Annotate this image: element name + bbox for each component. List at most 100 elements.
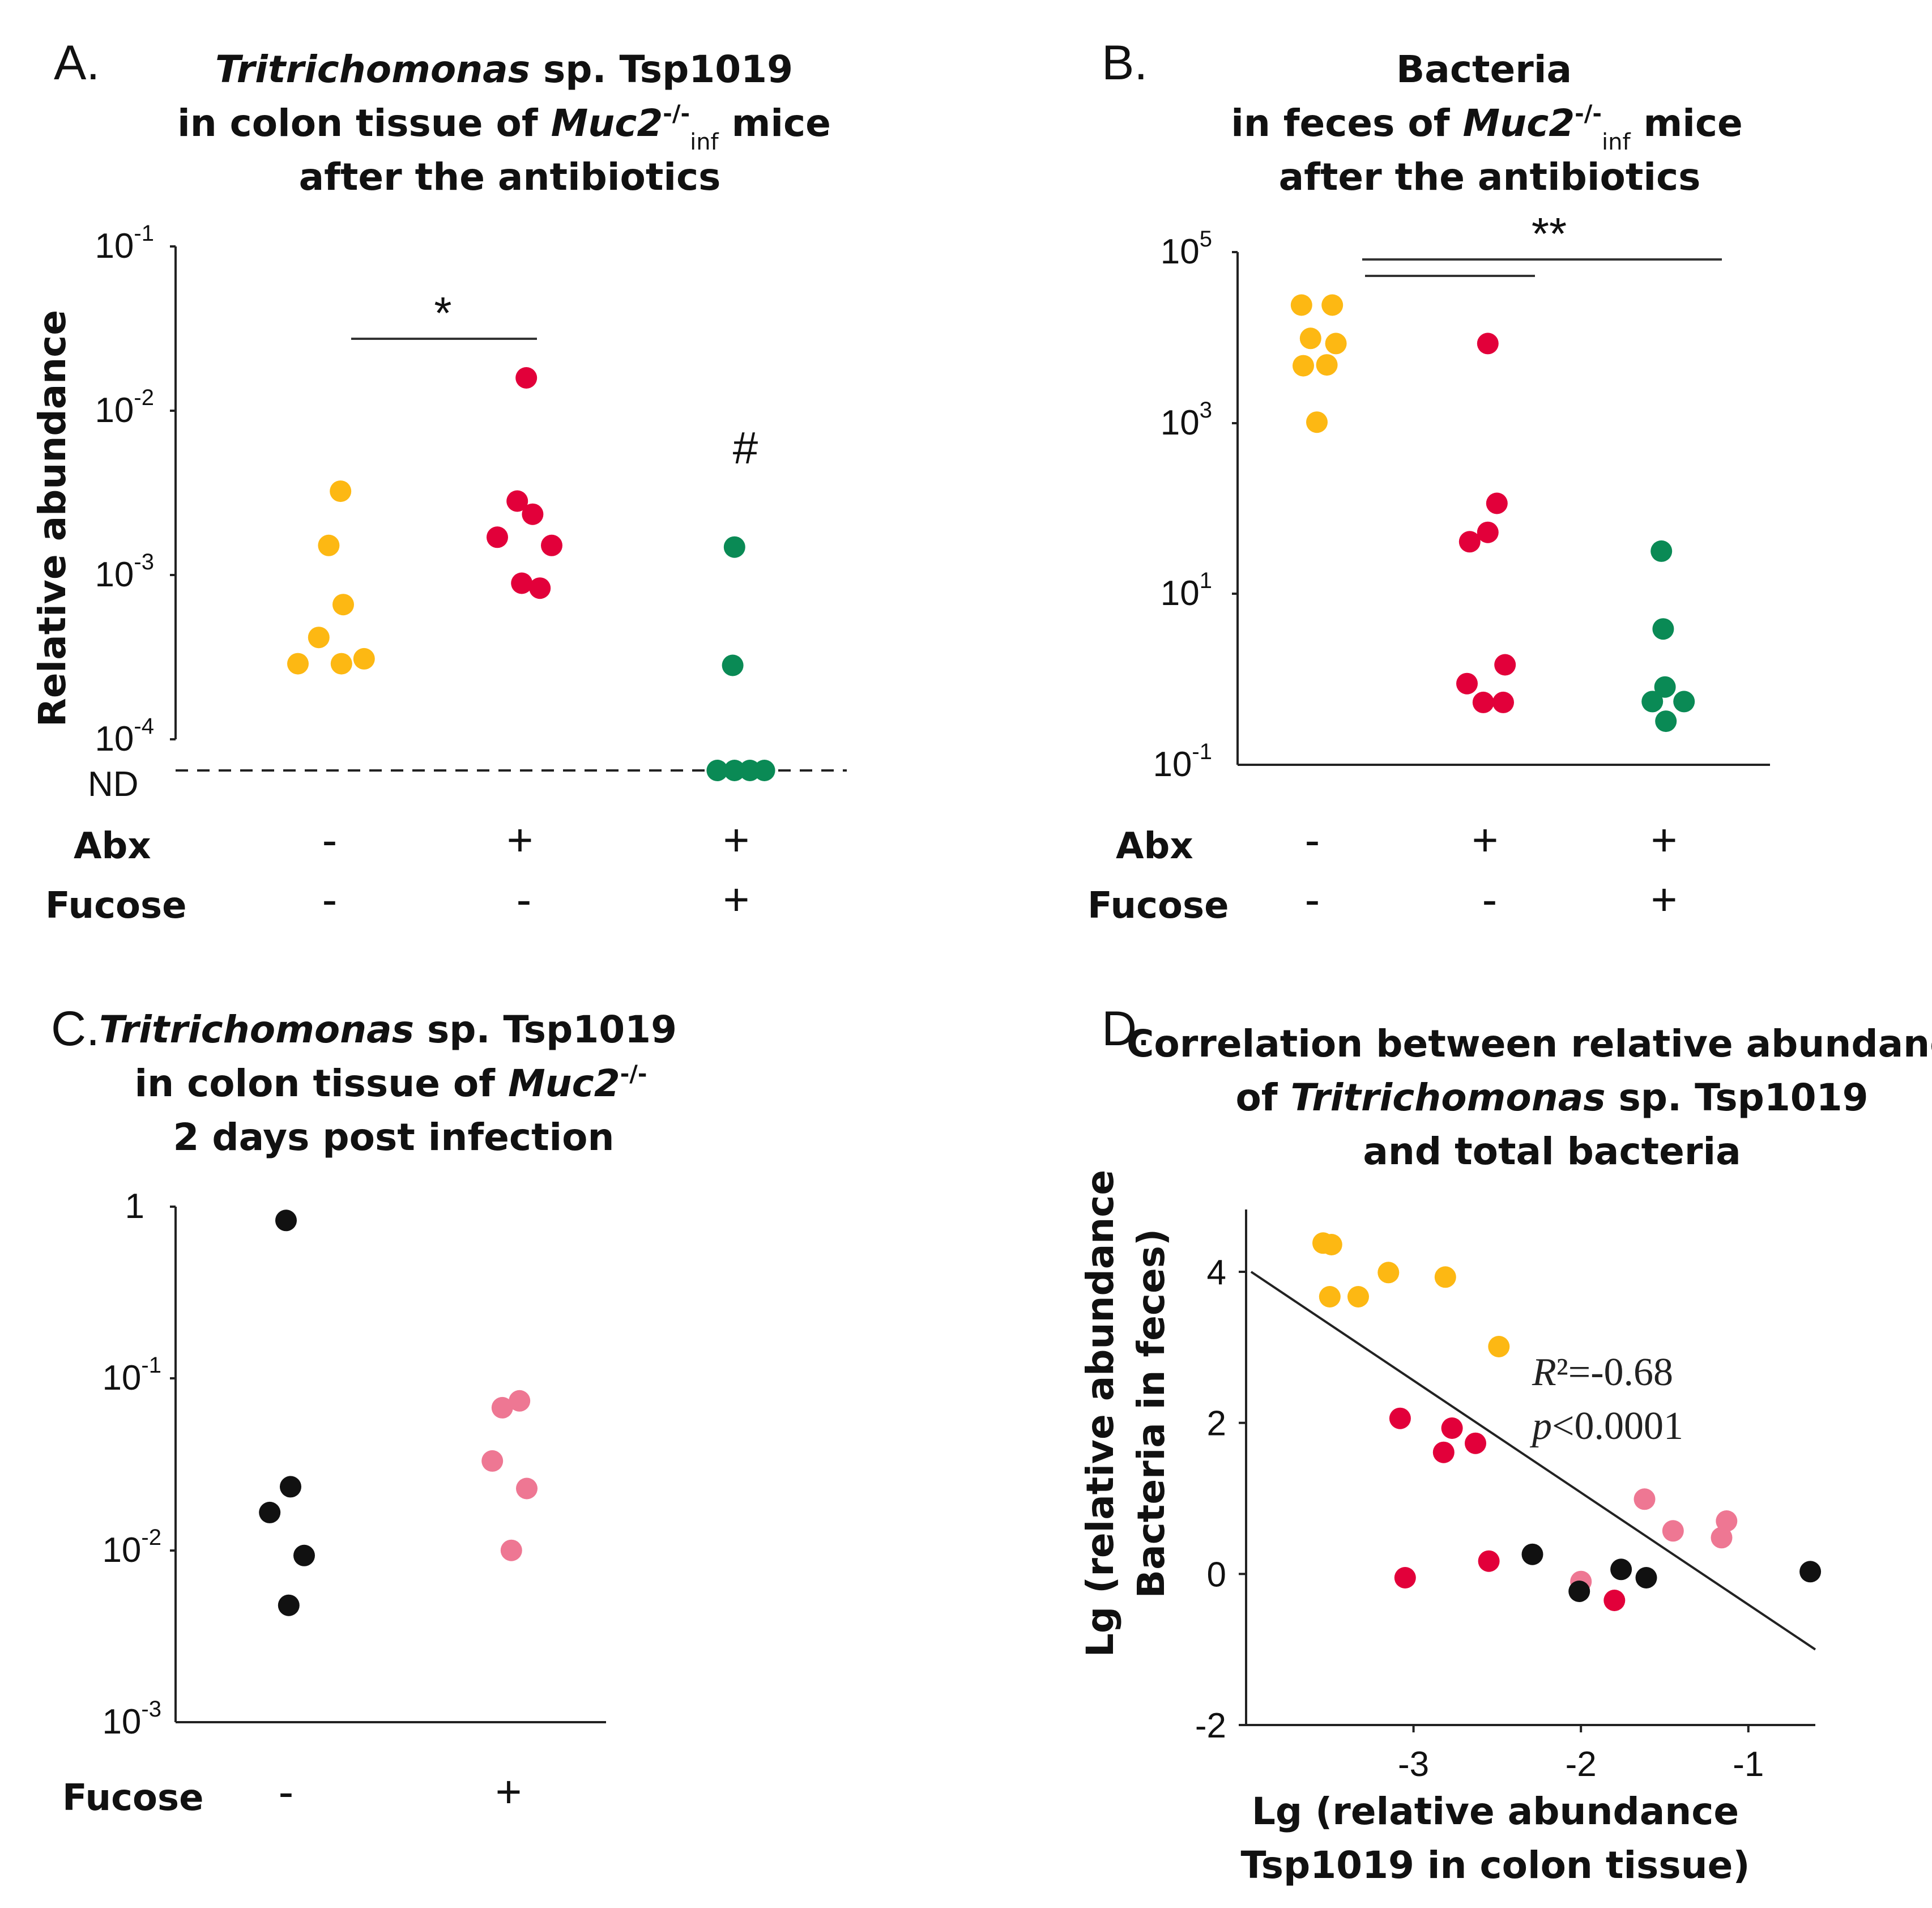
panel-a-data-point: [506, 490, 528, 512]
panel-a-data-point: [332, 594, 354, 616]
panel-d-y-axis-label-line-1: Lg (relative abundance: [1078, 1170, 1122, 1657]
panel-a-abx-sign: -: [322, 815, 338, 865]
panel-c-ytick-label: 10-3: [102, 1697, 161, 1741]
panel-b-fucose-sign: -: [1482, 874, 1498, 925]
panel-a: A. Tritrichomonas sp. Tsp1019 in colon t…: [31, 36, 847, 927]
panel-d-p-value-text: p<0.0001: [1529, 1404, 1683, 1448]
panel-a-data-point: [487, 526, 508, 548]
panel-d: D. Correlation between relative abundanc…: [1078, 1002, 1932, 1887]
panel-b: B. Bacteria in feces of Muc2-/-inf mice …: [1087, 36, 1770, 927]
panel-b-fucose-sign: +: [1651, 874, 1678, 925]
panel-d-data-point: [1478, 1550, 1500, 1572]
panel-b-title-line-2: in feces of Muc2-/-inf mice: [1231, 101, 1743, 155]
panel-a-ytick-label: 10-3: [95, 550, 154, 594]
panel-b-ytick-label: 10-1: [1153, 739, 1212, 784]
panel-d-r2-text: R²=-0.68: [1532, 1351, 1673, 1394]
panel-d-data-point: [1610, 1558, 1632, 1581]
panel-d-data-point: [1389, 1407, 1411, 1429]
panel-b-letter: B.: [1102, 36, 1148, 90]
panel-b-data-point: [1477, 521, 1499, 543]
panel-a-data-point: [287, 653, 309, 675]
panel-c-data-point: [280, 1476, 301, 1498]
panel-a-ytick-label: 10-1: [95, 221, 154, 266]
panel-b-data-point: [1654, 676, 1676, 698]
panel-d-ytick-label: 2: [1207, 1404, 1226, 1443]
panel-a-fucose-sign: -: [517, 874, 532, 925]
panel-b-fucose-sign: -: [1305, 874, 1320, 925]
panel-a-significance-star: *: [434, 288, 451, 338]
panel-c-data-point: [275, 1209, 297, 1232]
panel-d-data-point: [1568, 1581, 1590, 1602]
panel-b-data-point: [1477, 333, 1499, 355]
panel-d-title-line-3: and total bacteria: [1363, 1130, 1741, 1173]
panel-b-data-point: [1472, 691, 1494, 713]
panel-d-title-line-1: Correlation between relative abundance: [1127, 1022, 1932, 1066]
panel-a-data-point: [308, 627, 330, 649]
panel-a-data-point: [511, 572, 533, 594]
panel-a-row-label-fucose: Fucose: [45, 885, 187, 927]
panel-a-data-point: [541, 534, 562, 556]
panel-d-xtick-label: -3: [1398, 1745, 1429, 1784]
panel-b-data-point: [1486, 492, 1508, 514]
panel-c: C. Tritrichomonas sp. Tsp1019 in colon t…: [51, 1002, 677, 1819]
panel-c-ytick-label: 1: [125, 1187, 144, 1226]
panel-a-data-point: [330, 653, 352, 675]
panel-d-data-point: [1319, 1286, 1341, 1308]
panel-a-data-point: [353, 648, 375, 670]
panel-d-ticks: -3 -2 -1 4 2 0 -2: [1195, 1253, 1764, 1784]
panel-d-xtick-label: -1: [1733, 1745, 1764, 1784]
panel-d-data-point: [1377, 1262, 1400, 1284]
panel-d-data-point: [1716, 1510, 1738, 1532]
panel-b-data-point: [1650, 540, 1673, 562]
panel-a-data-point: [753, 760, 775, 781]
panel-c-points: [259, 1209, 538, 1616]
panel-c-row-label-fucose: Fucose: [62, 1777, 204, 1819]
panel-b-row-label-abx: Abx: [1116, 825, 1193, 867]
panel-a-hash-annotation: #: [733, 423, 758, 473]
panel-a-data-point: [706, 760, 728, 781]
panel-c-data-point: [516, 1477, 538, 1500]
panel-d-ytick-label: -2: [1195, 1706, 1226, 1745]
panel-c-data-point: [293, 1544, 315, 1566]
panel-b-ytick-label: 105: [1161, 227, 1212, 271]
panel-a-data-point: [522, 503, 544, 525]
panel-b-data-point: [1321, 294, 1344, 316]
panel-b-ytick-label: 101: [1161, 568, 1212, 613]
panel-d-data-point: [1634, 1488, 1656, 1510]
panel-b-data-point: [1492, 691, 1514, 713]
panel-d-data-point: [1394, 1567, 1416, 1588]
panel-b-data-point: [1652, 618, 1674, 640]
panel-a-nd-label: ND: [88, 765, 139, 804]
panel-b-data-point: [1494, 654, 1516, 676]
panel-d-ytick-label: 0: [1207, 1555, 1226, 1594]
panel-d-regression-line: [1250, 1271, 1816, 1651]
panel-b-data-point: [1673, 691, 1695, 713]
panel-c-fucose-sign: +: [496, 1766, 522, 1817]
panel-d-data-point: [1432, 1441, 1455, 1463]
panel-d-data-point: [1603, 1590, 1626, 1611]
panel-c-ytick-label: 10-2: [102, 1525, 161, 1570]
panel-b-row-label-fucose: Fucose: [1087, 885, 1229, 927]
panel-d-data-point: [1799, 1561, 1822, 1583]
panel-b-data-point: [1458, 531, 1481, 553]
panel-d-points: [1312, 1232, 1822, 1611]
panel-a-letter: A.: [54, 36, 100, 90]
panel-c-data-point: [509, 1390, 531, 1412]
panel-d-data-point: [1635, 1567, 1657, 1588]
panel-d-data-point: [1347, 1286, 1369, 1308]
panel-c-data-point: [259, 1501, 281, 1523]
panel-a-ytick-label: 10-4: [95, 714, 154, 759]
panel-b-abx-sign: +: [1651, 815, 1678, 865]
panel-c-data-point: [278, 1594, 300, 1616]
panel-b-significance-stars: **: [1532, 208, 1567, 259]
panel-c-ytick-label: 10-1: [102, 1353, 161, 1398]
panel-a-data-point: [723, 536, 745, 558]
panel-d-y-axis-label-line-2: Bacteria in feces): [1129, 1229, 1173, 1598]
panel-b-data-point: [1290, 294, 1312, 316]
panel-b-data-point: [1456, 672, 1478, 695]
panel-a-title-line-2: in colon tissue of Muc2-/-inf mice: [177, 101, 831, 155]
panel-d-x-axis-label-line-2: Tsp1019 in colon tissue): [1240, 1843, 1750, 1887]
panel-d-letter: D.: [1102, 1002, 1150, 1056]
panel-a-title-line-3: after the antibiotics: [299, 155, 721, 199]
